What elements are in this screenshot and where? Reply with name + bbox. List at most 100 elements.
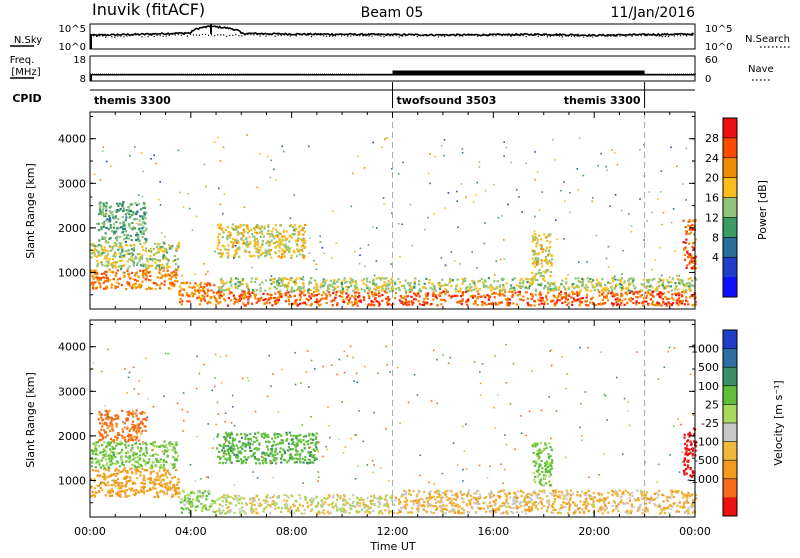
- scatter-cell: [532, 282, 534, 284]
- scatter-cell: [113, 223, 115, 225]
- scatter-cell: [119, 203, 121, 205]
- scatter-cell: [311, 497, 313, 499]
- scatter-cell: [103, 203, 105, 205]
- scatter-cell: [464, 278, 466, 280]
- scatter-cell: [330, 300, 332, 302]
- scatter-cell: [190, 492, 192, 494]
- scatter-cell: [287, 296, 289, 298]
- scatter-cell: [97, 245, 99, 247]
- scatter-cell: [177, 266, 179, 268]
- scatter-cell: [685, 230, 687, 232]
- scatter-cell: [197, 496, 199, 498]
- scatter-cell: [110, 165, 112, 167]
- scatter-cell: [492, 288, 494, 290]
- scatter-cell: [661, 294, 663, 296]
- scatter-cell: [384, 139, 386, 141]
- scatter-cell: [372, 304, 374, 306]
- scatter-cell: [503, 286, 505, 288]
- scatter-cell: [164, 280, 166, 282]
- scatter-cell: [462, 280, 464, 282]
- scatter-cell: [621, 273, 623, 275]
- scatter-cell: [121, 251, 123, 253]
- scatter-cell: [125, 213, 127, 215]
- scatter-cell: [108, 441, 110, 443]
- scatter-cell: [269, 302, 271, 304]
- scatter-cell: [430, 303, 432, 305]
- nsearch-point: [408, 34, 409, 35]
- scatter-cell: [189, 498, 191, 500]
- scatter-cell: [121, 260, 123, 262]
- scatter-cell: [294, 512, 296, 514]
- scatter-cell: [234, 298, 236, 300]
- scatter-cell: [216, 510, 218, 512]
- scatter-cell: [691, 280, 693, 282]
- scatter-cell: [298, 231, 300, 233]
- scatter-cell: [286, 495, 288, 497]
- scatter-cell: [137, 446, 139, 448]
- scatter-cell: [91, 273, 93, 275]
- scatter-cell: [546, 270, 548, 272]
- scatter-cell: [213, 284, 215, 286]
- scatter-cell: [360, 499, 362, 501]
- scatter-cell: [136, 415, 138, 417]
- scatter-cell: [399, 281, 401, 283]
- nave-point: [221, 74, 222, 75]
- scatter-cell: [135, 489, 137, 491]
- scatter-cell: [304, 239, 306, 241]
- scatter-cell: [290, 506, 292, 508]
- scatter-cell: [392, 290, 394, 292]
- scatter-cell: [572, 283, 574, 285]
- scatter-cell: [687, 225, 689, 227]
- nsearch-point: [523, 35, 524, 36]
- nsearch-point: [105, 37, 106, 38]
- power-data: [90, 134, 697, 306]
- scatter-cell: [670, 147, 672, 149]
- scatter-cell: [94, 447, 96, 449]
- scatter-cell: [142, 230, 144, 232]
- scatter-cell: [228, 231, 230, 233]
- scatter-cell: [130, 227, 132, 229]
- scatter-cell: [612, 505, 614, 507]
- scatter-cell: [161, 466, 163, 468]
- beam-title: Beam 05: [361, 5, 424, 21]
- nsearch-point: [141, 36, 142, 37]
- scatter-cell: [383, 197, 385, 199]
- scatter-cell: [222, 252, 224, 254]
- scatter-cell: [190, 501, 192, 503]
- scatter-cell: [614, 278, 616, 280]
- nsearch-point: [438, 36, 439, 37]
- scatter-cell: [570, 490, 572, 492]
- nsearch-point: [402, 36, 403, 37]
- scatter-cell: [112, 462, 114, 464]
- scatter-cell: [214, 251, 216, 253]
- scatter-cell: [104, 423, 106, 425]
- scatter-cell: [145, 247, 147, 249]
- scatter-cell: [132, 254, 134, 256]
- scatter-cell: [262, 243, 264, 245]
- scatter-cell: [299, 253, 301, 255]
- nave-point: [253, 74, 254, 75]
- scatter-cell: [100, 466, 102, 468]
- nave-point: [235, 74, 236, 75]
- scatter-cell: [167, 266, 169, 268]
- scatter-cell: [293, 229, 295, 231]
- scatter-cell: [272, 228, 274, 230]
- scatter-cell: [602, 512, 604, 514]
- scatter-cell: [379, 503, 381, 505]
- scatter-cell: [683, 241, 685, 243]
- scatter-cell: [663, 500, 665, 502]
- scatter-cell: [503, 141, 505, 143]
- scatter-cell: [160, 490, 162, 492]
- scatter-cell: [113, 218, 115, 220]
- scatter-cell: [266, 254, 268, 256]
- scatter-cell: [177, 258, 179, 260]
- scatter-cell: [470, 499, 472, 501]
- scatter-cell: [158, 470, 160, 472]
- scatter-cell: [133, 490, 135, 492]
- scatter-cell: [563, 181, 565, 183]
- scatter-cell: [535, 257, 537, 259]
- scatter-cell: [298, 286, 300, 288]
- scatter-cell: [416, 495, 418, 497]
- scatter-cell: [488, 286, 490, 288]
- scatter-cell: [473, 303, 475, 305]
